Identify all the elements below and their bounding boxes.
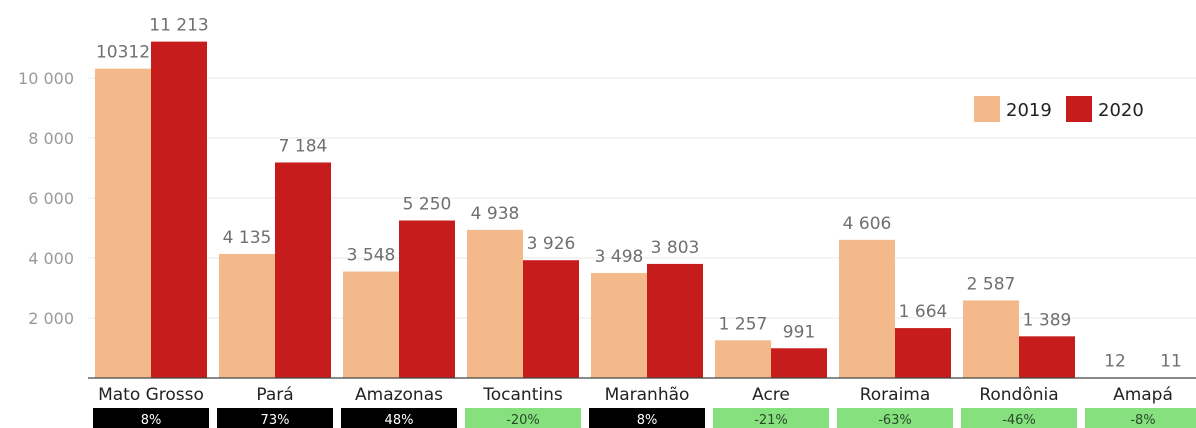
category-label: Acre xyxy=(752,385,790,405)
category-labels: Mato Grosso Pará Amazonas Tocantins Maranhão… xyxy=(98,385,1173,405)
change-badge xyxy=(1085,408,1196,428)
change-badge xyxy=(341,408,457,428)
bar-2019 xyxy=(715,340,771,378)
bar-2020 xyxy=(771,348,827,378)
category-label: Maranhão xyxy=(605,385,690,405)
change-badge xyxy=(589,408,705,428)
bar-2019 xyxy=(219,253,275,378)
category-label: Pará xyxy=(256,385,293,405)
bar-2020 xyxy=(399,220,455,378)
bar-2020 xyxy=(523,260,579,378)
change-badge-label: -21% xyxy=(754,413,788,428)
bar-2020 xyxy=(1019,336,1075,378)
legend-swatch-2019 xyxy=(974,96,1000,122)
bar-2019 xyxy=(343,271,399,378)
change-badge xyxy=(217,408,333,428)
y-axis: 2 000 4 000 6 000 8 000 10 000 xyxy=(18,69,74,328)
value-label-2019: 12 xyxy=(1104,352,1126,372)
change-badge-label: 73% xyxy=(261,413,290,428)
change-badge xyxy=(713,408,829,428)
change-badge xyxy=(465,408,581,428)
change-badge-label: -8% xyxy=(1130,413,1155,428)
change-badge xyxy=(93,408,209,428)
bar-2019 xyxy=(839,239,895,378)
value-label-2020: 991 xyxy=(783,322,815,342)
value-label-2019: 3 498 xyxy=(595,247,644,267)
change-badge xyxy=(837,408,953,428)
category-label: Roraima xyxy=(860,385,931,405)
change-badge-label: -20% xyxy=(506,413,540,428)
bar-2020 xyxy=(275,162,331,378)
value-label-2020: 3 926 xyxy=(527,234,576,254)
value-label-2020: 3 803 xyxy=(651,238,700,258)
bar-2019 xyxy=(467,229,523,378)
category-label: Mato Grosso xyxy=(98,385,204,405)
value-label-2020: 11 xyxy=(1160,352,1182,372)
y-tick-label: 4 000 xyxy=(28,249,74,268)
bar-2019 xyxy=(963,300,1019,378)
change-badge-label: 8% xyxy=(637,413,658,428)
bar-2019 xyxy=(591,273,647,378)
change-badges: 8% 73% 48% -20% 8% -21% -63% -46% -8% xyxy=(93,408,1196,428)
value-label-2020: 1 664 xyxy=(899,302,948,322)
category-label: Amazonas xyxy=(355,385,443,405)
y-tick-label: 10 000 xyxy=(18,69,74,88)
legend: 2019 2020 xyxy=(974,96,1144,122)
value-label-2020: 11 213 xyxy=(149,16,208,36)
value-label-2019: 2 587 xyxy=(967,274,1016,294)
change-badge-label: -46% xyxy=(1002,413,1036,428)
value-labels: 10312 11 213 4 135 7 184 3 548 5 250 4 938 3 92… xyxy=(96,16,1182,372)
bars xyxy=(95,41,1196,379)
value-label-2020: 7 184 xyxy=(279,136,328,156)
y-tick-label: 8 000 xyxy=(28,129,74,148)
y-tick-label: 2 000 xyxy=(28,309,74,328)
value-label-2019: 3 548 xyxy=(347,246,396,266)
value-label-2019: 4 938 xyxy=(471,204,520,224)
change-badge-label: 8% xyxy=(141,413,162,428)
value-label-2020: 5 250 xyxy=(403,195,452,215)
value-label-2019: 10312 xyxy=(96,43,150,63)
legend-swatch-2020 xyxy=(1066,96,1092,122)
legend-label-2020: 2020 xyxy=(1098,100,1144,121)
bar-2019 xyxy=(95,68,151,378)
change-badge-label: -63% xyxy=(878,413,912,428)
bar-2020 xyxy=(895,328,951,378)
change-badge xyxy=(961,408,1077,428)
value-label-2019: 4 606 xyxy=(843,214,892,234)
legend-label-2019: 2019 xyxy=(1006,100,1052,121)
bar-2020 xyxy=(151,41,207,379)
category-label: Rondônia xyxy=(979,385,1058,405)
change-badge-label: 48% xyxy=(385,413,414,428)
value-label-2020: 1 389 xyxy=(1023,310,1072,330)
value-label-2019: 1 257 xyxy=(719,314,768,334)
value-label-2019: 4 135 xyxy=(223,228,272,248)
y-tick-label: 6 000 xyxy=(28,189,74,208)
bar-2020 xyxy=(647,263,703,378)
category-label: Amapá xyxy=(1113,385,1173,405)
category-label: Tocantins xyxy=(482,385,563,405)
